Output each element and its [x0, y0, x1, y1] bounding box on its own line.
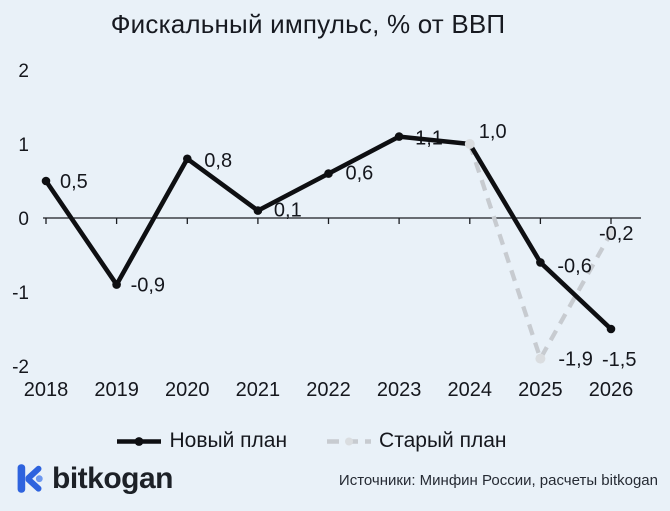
value-label: -0,6	[557, 255, 591, 277]
new-plan-point	[112, 280, 121, 289]
value-label: -1,9	[558, 349, 592, 371]
new-plan-point	[41, 176, 51, 186]
y-tick-label: 2	[18, 61, 29, 82]
logo-lower-arm	[25, 476, 42, 492]
new-plan-point	[394, 132, 404, 141]
value-label: -1,5	[602, 349, 636, 371]
footer: bitkogan Источники: Минфин России, расче…	[17, 463, 658, 494]
x-tick-label: 2023	[377, 379, 422, 401]
logo-upper-arm	[25, 465, 42, 481]
new-plan-point	[536, 258, 545, 267]
x-tick-label: 2021	[236, 379, 281, 401]
chart-title: Фискальный импульс, % от ВВП	[110, 9, 506, 39]
x-tick-label: 2026	[589, 379, 634, 401]
value-label: 0,1	[274, 200, 302, 222]
value-label: -0,2	[599, 223, 633, 245]
legend-label-old-plan: Старый план	[379, 429, 507, 452]
bitkogan-wordmark: bitkogan	[52, 461, 174, 495]
new-plan-point	[606, 324, 616, 334]
y-tick-label: 0	[18, 209, 29, 230]
legend-item-old-plan: Старый план	[325, 429, 507, 453]
value-label: 0,8	[204, 150, 232, 172]
x-tick-label: 2019	[94, 379, 139, 401]
x-tick-label: 2024	[448, 379, 493, 401]
x-tick-label: 2022	[306, 379, 351, 401]
new-plan-point	[324, 169, 333, 178]
new-plan-swatch-dot	[135, 436, 144, 446]
y-tick-label: -2	[12, 357, 29, 378]
logo-bar	[17, 464, 26, 493]
x-tick-label: 2025	[518, 379, 563, 401]
old-plan-point	[606, 227, 616, 238]
legend-item-new-plan: Новый план	[115, 429, 287, 453]
value-label: -0,9	[131, 275, 165, 297]
legend-label-new-plan: Новый план	[169, 429, 288, 452]
logo-dot	[35, 475, 43, 483]
chart-legend: Новый план Старый план	[0, 429, 646, 453]
old-plan-line-swatch	[327, 437, 372, 445]
y-tick-label: -1	[12, 283, 29, 304]
value-label: 0,5	[60, 171, 88, 193]
old-plan-point	[464, 139, 475, 149]
new-plan-point	[253, 206, 263, 215]
new-plan-line-swatch	[117, 436, 162, 446]
source-note: Источники: Минфин России, расчеты bitkog…	[338, 472, 658, 489]
bitkogan-logo-icon	[17, 464, 43, 493]
new-plan-line	[43, 134, 614, 332]
new-plan-point	[183, 154, 192, 164]
value-label: 0,6	[346, 163, 374, 185]
y-tick-label: 1	[18, 135, 29, 156]
bitkogan-logo: bitkogan	[17, 461, 174, 495]
old-plan-swatch-dot	[345, 437, 354, 445]
old-plan-point	[535, 353, 546, 364]
x-tick-label: 2020	[165, 379, 210, 401]
x-tick-label: 2018	[24, 379, 69, 401]
value-label: 1,0	[479, 121, 507, 143]
